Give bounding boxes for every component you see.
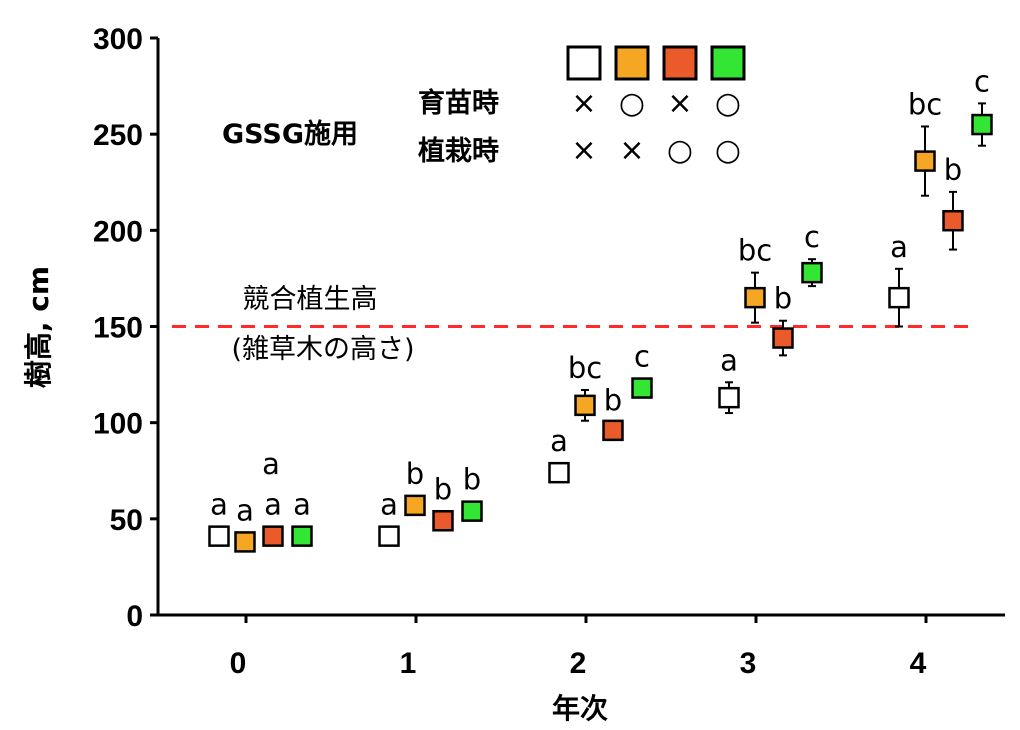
x-tick-label: 3 xyxy=(740,647,757,680)
data-point xyxy=(208,525,230,547)
data-point xyxy=(942,209,964,232)
legend-planting-mark: × xyxy=(571,133,596,168)
data-point xyxy=(718,386,740,409)
significance-letter: c xyxy=(804,220,820,254)
data-point xyxy=(234,531,256,553)
y-axis-title: 樹高, cm xyxy=(22,266,55,388)
data-point xyxy=(914,150,936,172)
data-point xyxy=(432,510,454,532)
legend: GSSG施用 育苗時 植栽時 × × ○ × × ○ ○ ○ xyxy=(222,45,746,168)
significance-letter: bc xyxy=(908,87,942,121)
significance-letter: b xyxy=(406,457,424,491)
data-point xyxy=(772,327,794,349)
y-tick-label: 250 xyxy=(93,119,143,152)
significance-letter: a xyxy=(380,488,398,522)
significance-letter: a xyxy=(293,488,311,522)
data-point xyxy=(262,525,284,547)
legend-planting-mark: ○ xyxy=(667,133,693,168)
y-tick-label: 100 xyxy=(93,408,143,441)
legend-swatch xyxy=(662,45,698,81)
x-tick-label: 2 xyxy=(570,647,587,680)
y-tick-label: 0 xyxy=(126,600,143,633)
legend-row-label-nursery: 育苗時 xyxy=(418,87,499,119)
y-tick-label: 300 xyxy=(93,23,143,56)
legend-swatch xyxy=(614,45,650,81)
data-point xyxy=(461,500,483,522)
significance-letter: a xyxy=(550,424,568,458)
data-point xyxy=(888,286,910,309)
legend-planting-mark: × xyxy=(619,133,644,168)
legend-swatch xyxy=(710,45,746,81)
reference-label-line1: 競合植生高 xyxy=(243,284,378,315)
significance-letter-extra: a xyxy=(262,447,280,481)
significance-letter: bc xyxy=(738,234,772,268)
x-ticks: 0 1 2 3 4 xyxy=(230,615,928,680)
data-points xyxy=(208,113,993,553)
legend-planting-mark: ○ xyxy=(715,133,741,168)
data-point xyxy=(971,113,993,136)
y-tick-label: 200 xyxy=(93,215,143,248)
x-axis-title: 年次 xyxy=(552,692,608,725)
significance-letter: a xyxy=(890,230,908,264)
significance-letter: b xyxy=(604,384,622,418)
significance-letter: bc xyxy=(568,351,602,385)
significance-letter: a xyxy=(210,488,228,522)
y-tick-label: 50 xyxy=(110,504,143,537)
significance-letter: b xyxy=(944,153,962,187)
significance-letter: b xyxy=(463,463,481,497)
data-point xyxy=(602,419,624,442)
legend-row-label-planting: 植栽時 xyxy=(418,135,499,167)
legend-nursery-mark: × xyxy=(667,86,692,121)
legend-title: GSSG施用 xyxy=(222,119,358,150)
data-point xyxy=(631,377,653,399)
legend-nursery-mark: × xyxy=(571,86,596,121)
data-point xyxy=(801,261,823,284)
data-point xyxy=(744,286,766,309)
data-point xyxy=(404,494,426,517)
data-point xyxy=(548,461,570,484)
significance-letter: a xyxy=(236,493,254,527)
significance-letter: a xyxy=(264,488,282,522)
legend-swatch xyxy=(566,45,602,81)
y-ticks: 0 50 100 150 200 250 300 xyxy=(93,23,158,633)
x-tick-label: 1 xyxy=(400,647,417,680)
significance-letter: c xyxy=(974,64,990,98)
legend-nursery-mark: ○ xyxy=(715,86,741,121)
data-point xyxy=(291,525,313,547)
legend-columns: × × ○ × × ○ ○ ○ xyxy=(566,45,746,168)
y-tick-label: 150 xyxy=(93,312,143,345)
significance-letter: b xyxy=(774,282,792,316)
reference-label-line2: (雑草木の高さ) xyxy=(231,334,414,365)
x-tick-label: 4 xyxy=(910,647,927,680)
x-tick-label: 0 xyxy=(230,647,247,680)
significance-letter: a xyxy=(720,343,738,377)
legend-nursery-mark: ○ xyxy=(619,86,645,121)
significance-letter: b xyxy=(434,472,452,506)
data-point xyxy=(574,394,596,417)
significance-letter: c xyxy=(634,340,650,374)
data-point xyxy=(378,525,400,547)
